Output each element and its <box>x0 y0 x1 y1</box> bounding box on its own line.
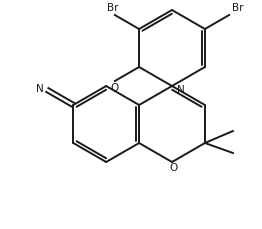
Text: Br: Br <box>107 3 119 13</box>
Text: O: O <box>170 163 178 173</box>
Text: N: N <box>36 84 44 94</box>
Text: N: N <box>177 85 185 95</box>
Text: O: O <box>111 83 119 93</box>
Text: Br: Br <box>232 3 244 13</box>
